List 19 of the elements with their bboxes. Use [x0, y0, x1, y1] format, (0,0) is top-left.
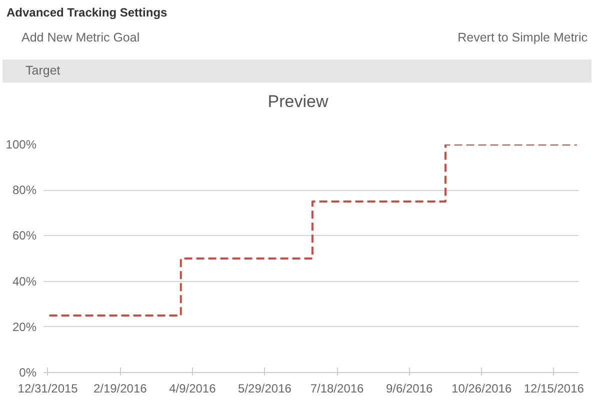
x-tick-label: 5/29/2016	[238, 382, 292, 396]
text: Target	[26, 64, 61, 78]
y-tick-label: 100%	[6, 138, 37, 152]
x-tick-label: 10/26/2016	[452, 382, 512, 396]
y-tick-label: 40%	[12, 274, 37, 288]
x-tick-label: 12/31/2015	[18, 382, 78, 396]
text: Add New Metric Goal	[22, 30, 140, 44]
y-tick-label: 20%	[12, 320, 37, 334]
y-tick-label: 60%	[12, 228, 37, 243]
y-tick-label: 80%	[12, 183, 37, 198]
y-tick-label: 0%	[19, 366, 37, 380]
chart-title: Preview	[268, 92, 329, 111]
x-tick-label: 12/15/2016	[524, 382, 584, 396]
text: Revert to Simple Metric	[458, 30, 588, 44]
x-tick-label: 2/19/2016	[93, 382, 148, 396]
x-tick-label: 4/9/2016	[169, 382, 216, 396]
text: Advanced Tracking Settings	[6, 6, 168, 20]
x-tick-label: 9/6/2016	[386, 382, 434, 396]
x-tick-label: 7/18/2016	[310, 382, 364, 396]
